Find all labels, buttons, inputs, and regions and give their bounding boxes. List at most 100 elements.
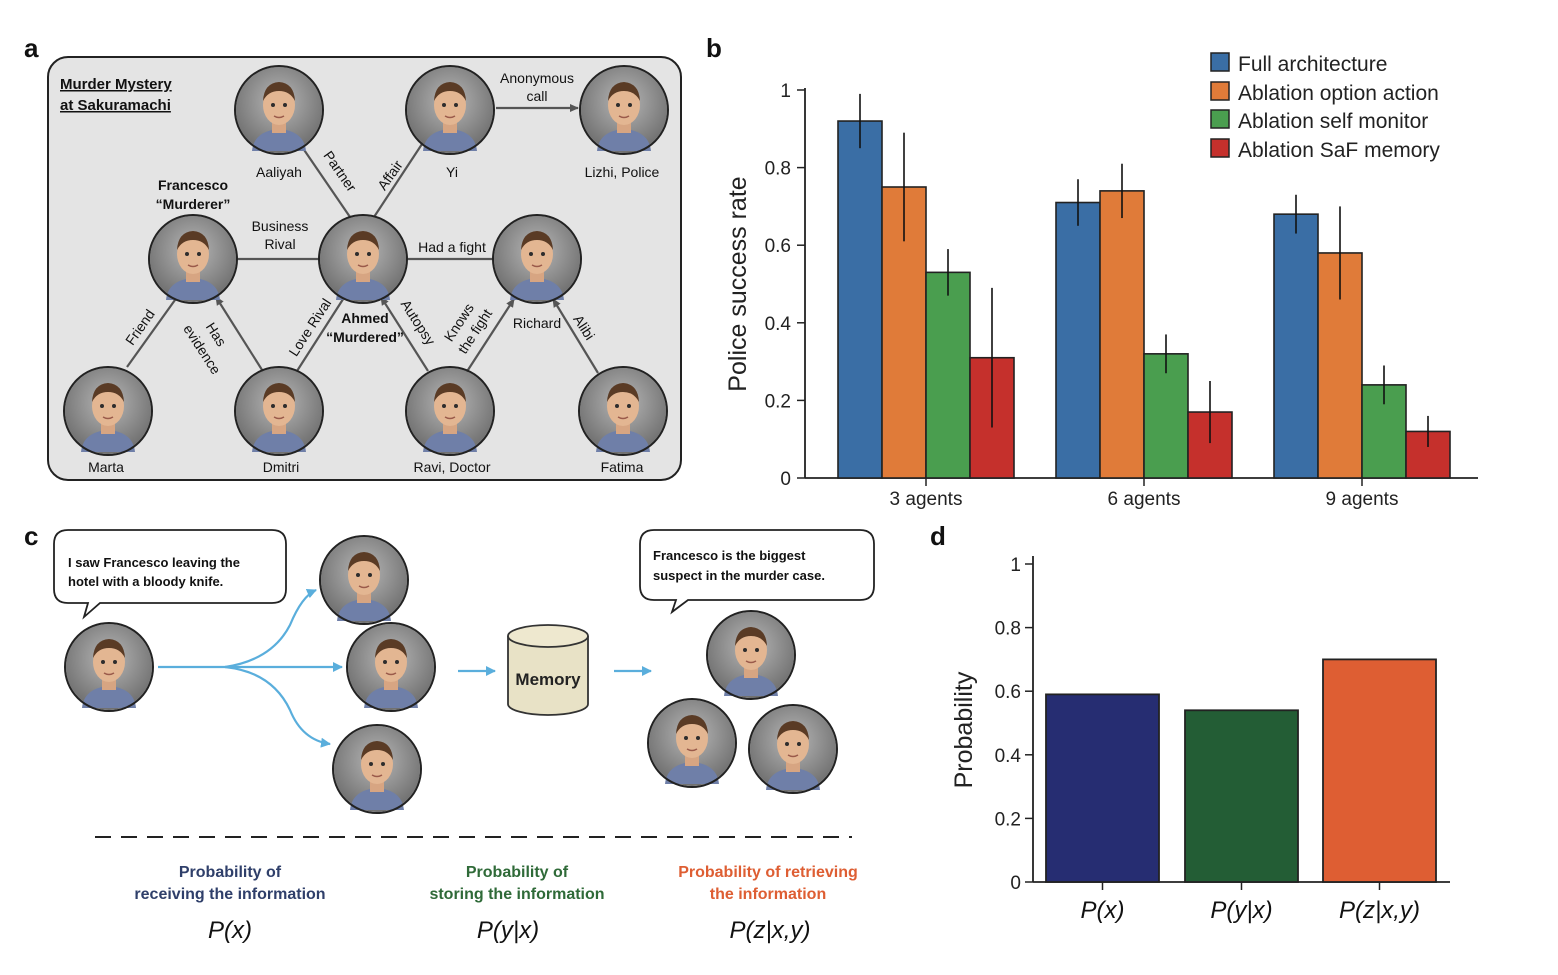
y-tick-label: 0 — [1010, 873, 1021, 894]
avatar-aaliyah-retrieved — [706, 610, 796, 700]
story-title-line1: Murder Mystery — [60, 76, 172, 93]
flow-arrow-up — [224, 588, 317, 669]
label-fatima: Fatima — [601, 459, 644, 475]
y-tick-label: 0 — [780, 469, 791, 490]
y-axis-title: Police success rate — [724, 176, 752, 391]
bar — [1143, 353, 1189, 479]
px-formula: P(x) — [208, 917, 252, 944]
character-nodes — [63, 65, 669, 456]
label-dmitri: Dmitri — [263, 459, 300, 475]
avatar-lizhi — [579, 65, 669, 155]
avatar-richard-retrieved — [748, 704, 838, 794]
y-tick-label: 0.8 — [765, 159, 791, 180]
edge-label-anonymous-2: call — [526, 88, 547, 104]
legend-label: Ablation SaF memory — [1238, 139, 1440, 162]
avatar-aaliyah-receiver — [319, 535, 409, 625]
bubble2-line2: suspect in the murder case. — [653, 568, 825, 583]
bar — [837, 120, 883, 479]
y-tick-label: 1 — [780, 81, 791, 102]
edge-label-anonymous-1: Anonymous — [500, 70, 574, 86]
legend-label: Ablation option action — [1238, 82, 1439, 105]
label-ravi: Ravi, Doctor — [413, 459, 490, 475]
pzxy-formula: P(z|x,y) — [730, 917, 811, 944]
bar — [1273, 213, 1319, 479]
pyx-formula: P(y|x) — [477, 917, 539, 944]
label-ahmed-role: “Murdered” — [326, 329, 404, 345]
avatar-ahmed — [318, 214, 408, 304]
chart-b: 0 0.2 0.4 0.6 0.8 1 Police success rate 3 agent… — [724, 52, 1478, 510]
y-tick-label: 0.8 — [995, 619, 1021, 640]
avatar-aaliyah — [234, 65, 324, 155]
memory-database-icon — [507, 624, 589, 716]
edge-label-business-1: Business — [252, 218, 309, 234]
px-label-line2: receiving the information — [134, 886, 325, 903]
bar — [1322, 658, 1437, 883]
pyx-label-line1: Probability of — [466, 864, 569, 881]
avatar-dmitri-sender — [64, 622, 154, 712]
avatar-francesco — [148, 214, 238, 304]
avatar-dmitri — [234, 366, 324, 456]
y-axis-title: Probability — [950, 671, 978, 788]
px-label-line1: Probability of — [179, 864, 282, 881]
y-tick-label: 0.2 — [995, 809, 1021, 830]
y-tick-label: 0.6 — [995, 682, 1021, 703]
relation-edges — [126, 104, 599, 374]
story-title-line2: at Sakuramachi — [60, 97, 171, 114]
avatar-fatima — [578, 366, 668, 456]
flow-avatars — [64, 535, 838, 814]
label-ahmed-name: Ahmed — [341, 310, 388, 326]
x-tick-label: P(y|x) — [1210, 897, 1272, 924]
legend-label: Full architecture — [1238, 53, 1387, 76]
pyx-label-line2: storing the information — [429, 886, 604, 903]
x-tick-label: P(x) — [1081, 897, 1125, 924]
y-tick-label: 0.6 — [765, 236, 791, 257]
bar — [1055, 201, 1101, 479]
edge-friend — [126, 292, 181, 368]
panel-a-letter: a — [24, 33, 39, 63]
edge-label-had-a-fight: Had a fight — [418, 239, 486, 255]
avatar-marta — [63, 366, 153, 456]
bubble1-line2: hotel with a bloody knife. — [68, 574, 223, 589]
label-richard: Richard — [513, 315, 561, 331]
memory-label: Memory — [515, 670, 581, 689]
avatar-richard — [492, 214, 582, 304]
label-lizhi: Lizhi, Police — [585, 164, 660, 180]
label-yi: Yi — [446, 164, 458, 180]
chart-d: 0 0.2 0.4 0.6 0.8 1 Probability P(x) P(y|x) P(z|x… — [950, 555, 1450, 924]
edge-love-rival — [296, 292, 348, 372]
x-tick-label: 9 agents — [1326, 489, 1399, 510]
panel-c-letter: c — [24, 521, 38, 551]
y-tick-label: 0.4 — [765, 314, 792, 335]
y-tick-label: 0.2 — [765, 391, 791, 412]
avatar-yi — [405, 65, 495, 155]
flow-arrow-down — [224, 665, 331, 748]
y-tick-label: 1 — [1010, 555, 1021, 576]
bubble2-line1: Francesco is the biggest — [653, 548, 806, 563]
bar — [925, 271, 971, 479]
edge-has-evidence — [215, 296, 265, 374]
label-aaliyah: Aaliyah — [256, 164, 302, 180]
legend-swatch — [1210, 109, 1230, 129]
pzxy-label-line1: Probability of retrieving — [678, 864, 858, 881]
label-francesco-role: “Murderer” — [156, 196, 231, 212]
bar — [1045, 693, 1160, 883]
label-francesco-name: Francesco — [158, 177, 228, 193]
bar — [1184, 709, 1299, 883]
pzxy-label-line2: the information — [710, 886, 826, 903]
edge-knows-the-fight — [465, 298, 515, 374]
speech-bubble-police — [639, 529, 875, 615]
avatar-lizhi-retrieved — [647, 698, 737, 788]
panel-b-letter: b — [706, 33, 722, 63]
legend-label: Ablation self monitor — [1238, 110, 1428, 133]
label-marta: Marta — [88, 459, 124, 475]
bar — [1099, 190, 1145, 479]
edge-partner — [297, 140, 351, 218]
y-tick-label: 0.4 — [995, 746, 1022, 767]
speech-bubble-witness — [53, 529, 287, 620]
panel-d-letter: d — [930, 521, 946, 551]
edge-affair — [373, 140, 425, 218]
legend-swatch — [1210, 52, 1230, 72]
x-tick-label: 3 agents — [890, 489, 963, 510]
information-flow-arrows — [158, 588, 652, 748]
